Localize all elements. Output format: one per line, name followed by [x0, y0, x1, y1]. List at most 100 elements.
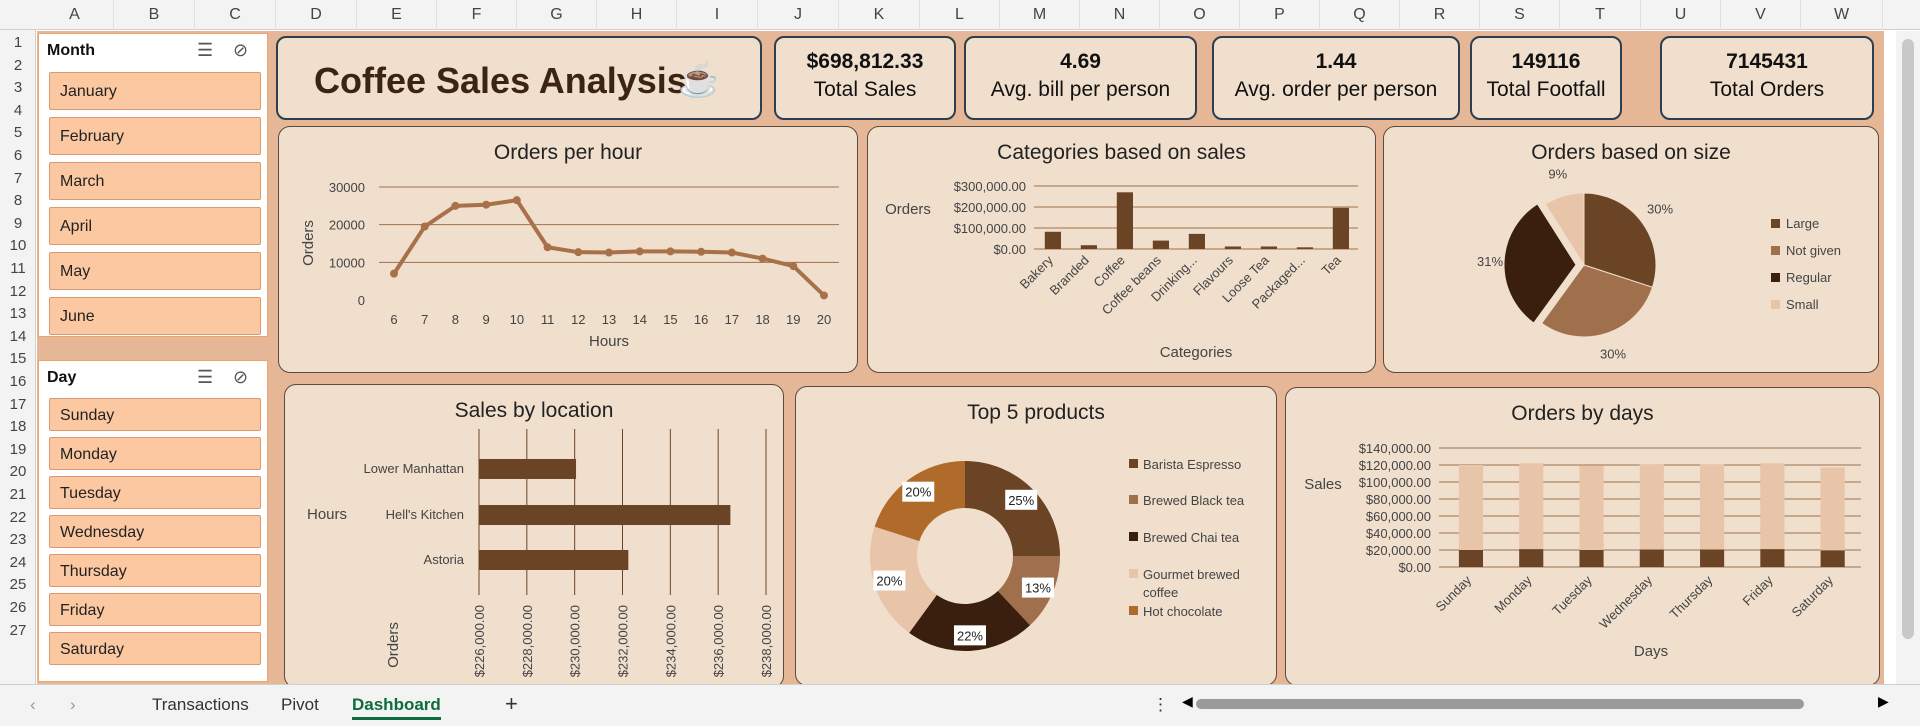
multi-select-icon[interactable]: ☰	[197, 40, 214, 60]
scroll-left-icon[interactable]: ◀	[1182, 693, 1193, 709]
categories-panel: Categories based on sales $0.00 $100,000.…	[867, 126, 1376, 373]
row-header[interactable]: 7	[13, 169, 23, 187]
slicer-item[interactable]: Wednesday	[49, 515, 261, 548]
x-tick-label: Saturday	[1789, 572, 1837, 620]
column-header[interactable]: A	[36, 0, 114, 30]
slicer-item[interactable]: Saturday	[49, 632, 261, 665]
next-sheet-icon[interactable]: ›	[70, 695, 76, 714]
slicer-item[interactable]: Friday	[49, 593, 261, 626]
row-header[interactable]: 11	[10, 260, 26, 277]
column-header[interactable]: S	[1480, 0, 1560, 30]
column-header[interactable]: D	[276, 0, 357, 30]
vertical-scrollbar[interactable]	[1896, 31, 1920, 684]
row-header[interactable]: 4	[13, 101, 23, 119]
column-header[interactable]: G	[517, 0, 597, 30]
column-header[interactable]: H	[597, 0, 677, 30]
data-point	[482, 200, 491, 209]
column-header[interactable]: P	[1240, 0, 1320, 30]
column-header[interactable]: B	[114, 0, 195, 30]
column-header[interactable]: O	[1160, 0, 1240, 30]
row-header[interactable]: 12	[9, 282, 27, 300]
vertical-scroll-thumb[interactable]	[1902, 39, 1914, 639]
row-header[interactable]: 18	[9, 418, 27, 436]
row-header[interactable]: 10	[9, 237, 27, 255]
row-header[interactable]: 25	[9, 576, 27, 594]
tab-pivot[interactable]: Pivot	[281, 695, 319, 714]
prev-sheet-icon[interactable]: ‹	[30, 695, 36, 714]
slicer-item[interactable]: March	[49, 162, 261, 200]
row-header[interactable]: 27	[9, 621, 27, 639]
row-header[interactable]: 19	[9, 440, 27, 458]
x-tick-label: 8	[452, 312, 459, 327]
column-header[interactable]: L	[920, 0, 1000, 30]
tab-transactions[interactable]: Transactions	[152, 695, 249, 714]
column-header[interactable]: I	[677, 0, 758, 30]
legend-entry: Brewed Black tea	[1143, 493, 1245, 508]
row-header[interactable]: 13	[9, 305, 27, 323]
column-header[interactable]: W	[1801, 0, 1883, 30]
sheet-tab-bar: ‹ › Transactions Pivot Dashboard + ⋮ ◀ ▶	[0, 684, 1920, 726]
horizontal-scroll-thumb[interactable]	[1196, 699, 1804, 709]
column-header[interactable]: R	[1400, 0, 1480, 30]
slicer-item[interactable]: Tuesday	[49, 476, 261, 509]
y-tick-label: $100,000.00	[954, 221, 1026, 236]
clear-filter-icon[interactable]: ⊘	[233, 40, 249, 60]
row-header[interactable]: 3	[13, 79, 23, 97]
orders-size-panel: Orders based on size 30% 30% 31% 9% Large Not…	[1383, 126, 1879, 373]
bar-segment	[1760, 463, 1785, 550]
bar	[1296, 247, 1313, 249]
column-header[interactable]: C	[195, 0, 276, 30]
column-header[interactable]: U	[1641, 0, 1721, 30]
row-header[interactable]: 17	[9, 395, 27, 413]
legend-swatch	[1129, 532, 1138, 541]
clear-filter-icon[interactable]: ⊘	[233, 367, 249, 387]
column-header[interactable]: V	[1721, 0, 1801, 30]
more-options-icon[interactable]: ⋮	[1152, 695, 1169, 714]
slicer-item[interactable]: April	[49, 207, 261, 245]
scroll-right-icon[interactable]: ▶	[1878, 693, 1889, 709]
row-header[interactable]: 1	[13, 34, 23, 51]
column-header[interactable]: N	[1080, 0, 1160, 30]
month-slicer[interactable]: Month ☰ ⊘ January February March April May Ju…	[38, 33, 268, 337]
row-header[interactable]: 14	[9, 327, 27, 345]
slicer-item[interactable]: January	[49, 72, 261, 110]
row-header[interactable]: 16	[9, 373, 27, 390]
day-slicer[interactable]: Day ☰ ⊘ Sunday Monday Tuesday Wednesday Thur…	[38, 360, 268, 682]
y-axis-label: Hours	[307, 506, 347, 523]
column-header[interactable]: T	[1560, 0, 1641, 30]
add-sheet-icon[interactable]: +	[505, 691, 518, 716]
row-header[interactable]: 15	[9, 350, 27, 368]
multi-select-icon[interactable]: ☰	[197, 367, 214, 387]
slicer-item[interactable]: Sunday	[49, 398, 261, 431]
slicer-item[interactable]: Monday	[49, 437, 261, 470]
row-header[interactable]: 23	[9, 531, 27, 549]
y-tick-label: $20,000.00	[1366, 543, 1431, 558]
bar-segment	[1519, 463, 1544, 550]
x-tick-label: $226,000.00	[472, 605, 487, 677]
tab-dashboard[interactable]: Dashboard	[352, 695, 441, 720]
data-label: 31%	[1477, 254, 1503, 269]
row-header[interactable]: 26	[9, 599, 27, 616]
row-header[interactable]: 24	[9, 553, 27, 571]
row-header[interactable]: 6	[13, 147, 23, 164]
horizontal-scrollbar[interactable]: ◀ ▶	[1182, 693, 1892, 715]
row-header[interactable]: 2	[13, 56, 23, 74]
row-header[interactable]: 22	[9, 508, 27, 526]
column-header[interactable]: Q	[1320, 0, 1400, 30]
column-header[interactable]: M	[1000, 0, 1080, 30]
slicer-item[interactable]: February	[49, 117, 261, 155]
y-tick-label: $0.00	[1398, 560, 1431, 575]
slicer-item[interactable]: June	[49, 297, 261, 335]
column-header[interactable]: F	[437, 0, 517, 30]
column-header[interactable]: E	[357, 0, 437, 30]
slicer-item[interactable]: Thursday	[49, 554, 261, 587]
row-header[interactable]: 8	[13, 192, 23, 210]
row-header[interactable]: 9	[13, 214, 23, 232]
row-header[interactable]: 21	[9, 486, 27, 503]
row-header[interactable]: 5	[13, 124, 23, 142]
slicer-item[interactable]: May	[49, 252, 261, 290]
column-header[interactable]: K	[839, 0, 920, 30]
column-header[interactable]: J	[758, 0, 839, 30]
row-header[interactable]: 20	[9, 463, 27, 481]
